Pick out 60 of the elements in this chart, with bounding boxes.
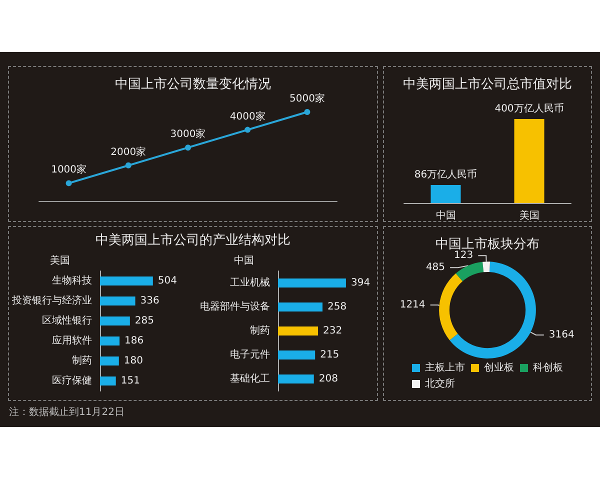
data-label: 123 — [454, 250, 474, 262]
data-label: 504 — [158, 276, 178, 286]
y-tick-label: 投资银行与经济业 — [11, 294, 92, 306]
bar — [100, 336, 120, 346]
data-label: 336 — [140, 296, 160, 306]
data-label: 86万亿人民币 — [414, 168, 478, 180]
bar — [278, 326, 318, 336]
bar — [100, 316, 130, 326]
point — [244, 126, 251, 133]
bar — [278, 374, 314, 384]
legend-label: 创业板 — [484, 362, 514, 374]
data-label: 400万亿人民币 — [494, 102, 564, 114]
bar — [100, 296, 136, 306]
point — [125, 162, 132, 168]
text: 中美两国上市公司的产业结构对比 — [94, 232, 292, 249]
data-label: 232 — [323, 326, 342, 336]
chart-subtitle: 中国 — [234, 254, 254, 266]
y-tick-label: 基础化工 — [230, 372, 270, 384]
data-label: 180 — [124, 356, 143, 366]
data-label: 151 — [120, 376, 140, 386]
data-label: 1214 — [400, 300, 426, 311]
chart-title: 中国上市板块分布 — [436, 237, 540, 252]
chart-title: 中国上市公司数量变化情况 — [115, 77, 271, 92]
bar — [100, 276, 153, 286]
data-label: 5000家 — [289, 92, 325, 104]
bar — [278, 278, 346, 288]
data-label: 4000家 — [230, 110, 266, 122]
y-tick-label: 制药 — [250, 324, 270, 336]
data-label: 3164 — [548, 329, 574, 340]
data-label: 215 — [320, 350, 340, 360]
point — [66, 180, 72, 186]
y-tick-label: 电子元件 — [230, 348, 270, 360]
data-label: 1000家 — [51, 164, 87, 176]
point — [304, 109, 310, 115]
legend-label: 北交所 — [425, 378, 455, 390]
bar — [278, 350, 316, 360]
chart-subtitle: 美国 — [50, 254, 70, 266]
y-tick-label: 区域性银行 — [42, 314, 92, 326]
legend-label: 主板上市 — [425, 362, 465, 374]
bar — [278, 302, 323, 312]
y-tick-label: 制药 — [72, 354, 92, 366]
y-tick-label: 电器部件与设备 — [200, 300, 270, 312]
data-label: 2000家 — [110, 146, 146, 158]
y-tick-label: 医疗保健 — [52, 374, 92, 386]
bar — [100, 356, 119, 366]
data-label: 208 — [318, 374, 338, 384]
data-label: 285 — [134, 316, 154, 326]
y-tick-label: 工业机械 — [230, 276, 270, 288]
text: 注：数据截止到11月22日 — [9, 406, 124, 419]
y-tick-label: 生物科技 — [52, 274, 92, 286]
legend-label: 科创板 — [533, 362, 563, 374]
data-label: 3000家 — [170, 128, 206, 140]
data-label: 258 — [328, 302, 347, 312]
data-label: 485 — [426, 262, 446, 274]
bar — [100, 376, 116, 386]
chart-title: 中美两国上市公司总市值对比 — [403, 76, 572, 92]
point — [185, 144, 191, 151]
y-tick-label: 应用软件 — [52, 334, 92, 346]
data-label: 186 — [124, 336, 144, 346]
data-label: 394 — [350, 278, 370, 288]
